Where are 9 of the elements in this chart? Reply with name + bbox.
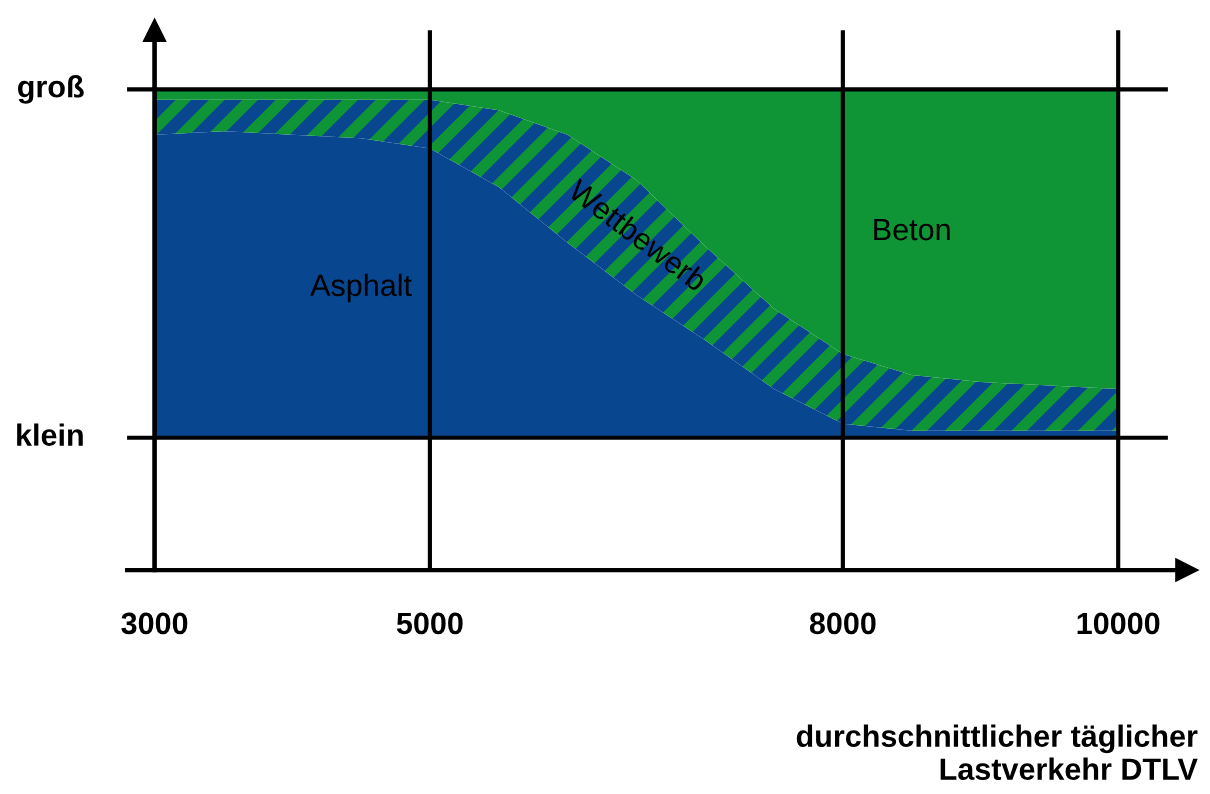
text: groß xyxy=(18,75,84,104)
x-tick-label: 3000 xyxy=(121,612,188,635)
series-label: Asphalt xyxy=(310,273,412,303)
x-tick-label: 10000 xyxy=(1077,612,1160,635)
x-axis-title: durchschnittlicher täglicher Lastverkehr DTLV xyxy=(796,724,1198,781)
series-label: Beton xyxy=(874,219,950,241)
x-tick-label: 8000 xyxy=(809,612,876,635)
text: klein xyxy=(17,423,83,446)
x-tick-label: 5000 xyxy=(396,612,463,635)
